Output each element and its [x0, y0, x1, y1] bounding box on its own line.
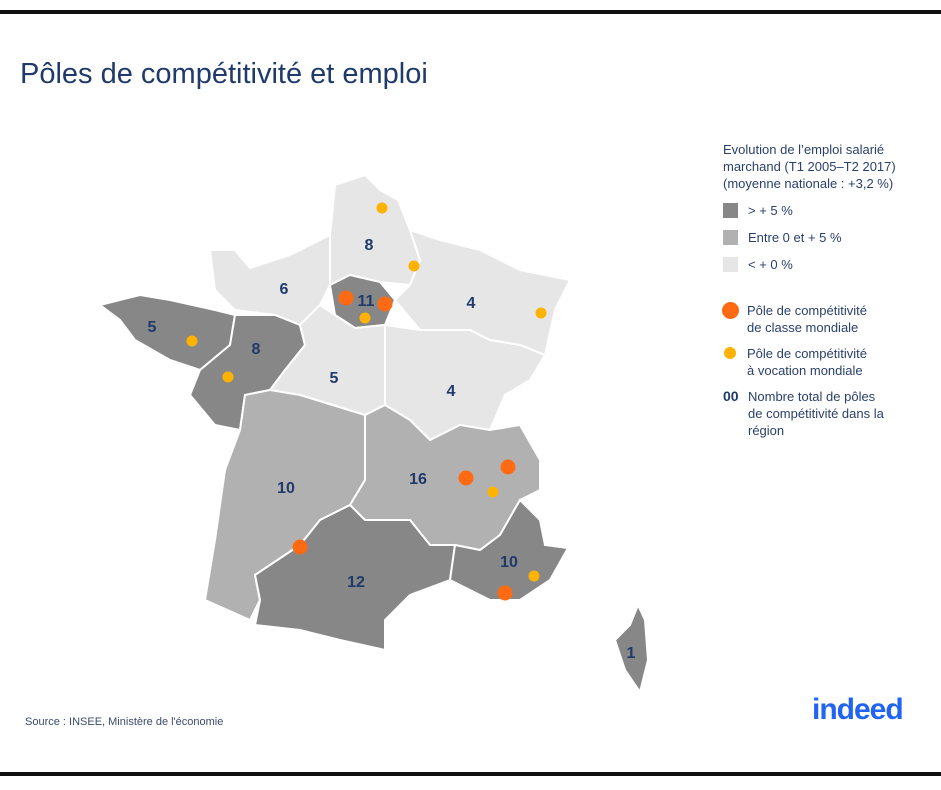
yellow-dot-icon: [724, 347, 736, 359]
region-count-label: 11: [358, 293, 375, 310]
swatch-low: [723, 257, 738, 272]
region-corse: [613, 602, 650, 695]
swatch-high: [723, 203, 738, 218]
legend-item-world-class: Pôle de compétitivité de classe mondiale: [722, 302, 938, 336]
region-count-label: 16: [409, 471, 427, 488]
world-vocation-pole-marker: [528, 570, 540, 582]
legend-label: > + 5 %: [748, 203, 793, 218]
world-class-pole-marker: [338, 290, 354, 306]
world-vocation-pole-marker: [222, 371, 234, 383]
region-count-label: 10: [277, 480, 295, 497]
legend-item-count: 00 Nombre total de pôles de compétitivit…: [723, 388, 938, 439]
world-vocation-pole-marker: [408, 260, 420, 272]
legend-label: Entre 0 et + 5 %: [748, 230, 842, 245]
page-title: Pôles de compétitivité et emploi: [20, 58, 428, 90]
region-count-label: 8: [252, 341, 261, 358]
legend-label: < + 0 %: [748, 257, 793, 272]
world-class-pole-marker: [500, 459, 516, 475]
world-vocation-pole-marker: [487, 486, 499, 498]
region-occitanie: [253, 503, 457, 652]
region-count-label: 4: [467, 295, 476, 312]
world-vocation-pole-marker: [359, 312, 371, 324]
world-class-pole-marker: [292, 539, 308, 555]
orange-dot-icon: [722, 302, 739, 319]
legend-item-high: > + 5 %: [723, 202, 938, 219]
region-hauts-de-france: [329, 173, 422, 287]
legend-heading: Evolution de l’emploi salarié marchand (…: [723, 142, 896, 191]
region-count-label: 12: [347, 574, 365, 591]
legend-label: Nombre total de pôles de compétitivité d…: [748, 389, 884, 438]
world-vocation-pole-marker: [186, 335, 198, 347]
legend-item-low: < + 0 %: [723, 256, 938, 273]
legend: Evolution de l’emploi salarié marchand (…: [722, 141, 938, 439]
legend-label: Pôle de compétitivité à vocation mondial…: [747, 346, 867, 378]
region-count-label: 10: [500, 554, 518, 571]
region-count-label: 1: [627, 645, 636, 662]
world-class-pole-marker: [377, 296, 393, 312]
region-count-label: 8: [365, 237, 374, 254]
source-note: Source : INSEE, Ministère de l'économie: [25, 716, 224, 728]
world-vocation-pole-marker: [535, 307, 547, 319]
region-normandie: [208, 233, 331, 327]
region-count-label: 6: [280, 281, 289, 298]
region-count-label: 5: [330, 370, 339, 387]
world-class-pole-marker: [497, 585, 513, 601]
legend-item-mid: Entre 0 et + 5 %: [723, 229, 938, 246]
region-count-label: 4: [447, 383, 456, 400]
legend-item-world-vocation: Pôle de compétitivité à vocation mondial…: [723, 345, 938, 379]
indeed-logo: indeed: [812, 693, 904, 726]
legend-label: Pôle de compétitivité de classe mondiale: [747, 303, 867, 335]
region-count-label: 5: [148, 319, 157, 336]
world-class-pole-marker: [458, 470, 474, 486]
count-symbol: 00: [723, 388, 739, 404]
world-vocation-pole-marker: [376, 202, 388, 214]
top-rule: [0, 10, 941, 14]
bottom-rule: [0, 772, 941, 776]
swatch-mid: [723, 230, 738, 245]
